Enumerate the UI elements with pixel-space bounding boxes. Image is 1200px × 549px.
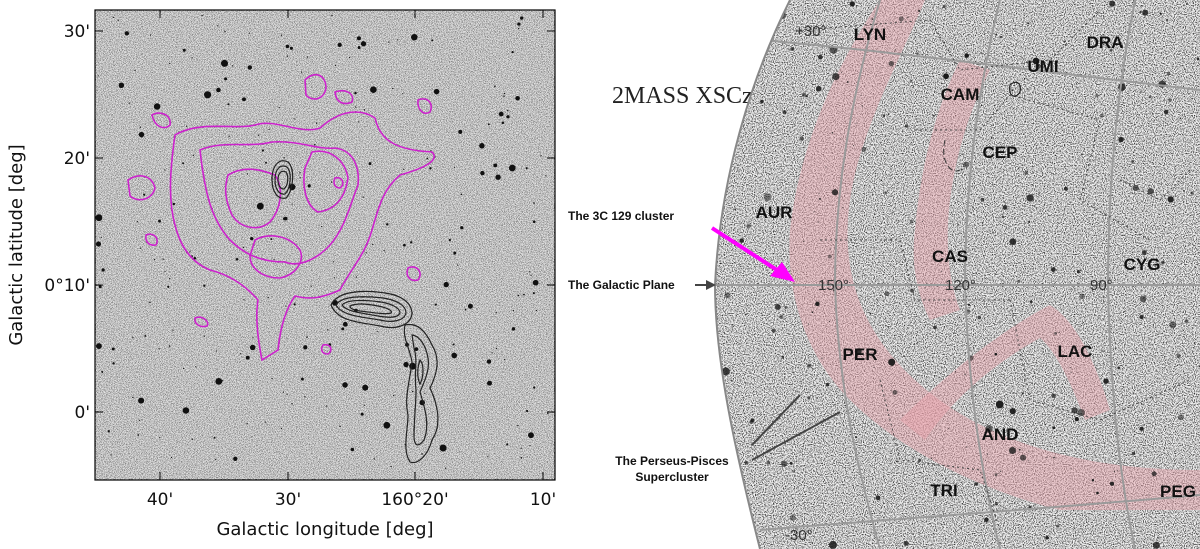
constellation-label: AUR: [756, 203, 793, 222]
coordinate-grid: [715, 0, 1200, 549]
grid-label-90: 90°: [1090, 277, 1113, 294]
2mass-sky-map-panel: 2MASS XSCz LYN DRA: [568, 0, 1200, 549]
cluster-annotation: The 3C 129 cluster: [568, 209, 674, 223]
constellation-label: DRA: [1087, 33, 1124, 52]
supercluster-arrow-2: [751, 411, 841, 461]
y-tick-label: 30': [64, 22, 90, 42]
black-contours: [271, 160, 439, 464]
y-tick-label: 20': [64, 149, 90, 169]
y-axis-label: Galactic latitude [deg]: [6, 144, 27, 345]
constellation-label: CYG: [1124, 255, 1161, 274]
supercluster-annotation-line1: The Perseus-Pisces: [615, 454, 729, 468]
constellation-label: LAC: [1058, 342, 1093, 361]
grid-label-minus30: -30°: [785, 527, 813, 544]
plane-arrow-head: [706, 280, 716, 290]
constellation-label: UMI: [1027, 57, 1058, 76]
constellation-label: TRI: [930, 481, 957, 500]
constellation-label: LYN: [854, 25, 886, 44]
radio-optical-overlay-panel: 40' 30' 160°20' 10' 30' 20' 0°10' 0' Gal…: [6, 9, 556, 540]
star-field: [95, 14, 549, 469]
optical-background-noise: [95, 10, 555, 480]
supercluster-annotation-line2: Supercluster: [635, 470, 709, 484]
constellation-label: CAS: [932, 247, 968, 266]
y-tick-label: 0': [75, 403, 91, 423]
x-tick-label: 30': [275, 490, 301, 510]
constellation-boundaries: [799, 9, 1191, 531]
y-tick-label: 0°10': [44, 276, 90, 296]
supercluster-band-middle: [913, 60, 990, 320]
grid-label-150: 150°: [818, 277, 849, 294]
supercluster-band-left: [789, 0, 1200, 510]
cluster-arrow-head: [770, 262, 795, 282]
constellation-label: AND: [982, 425, 1019, 444]
supercluster-band-right: [900, 305, 1110, 440]
map-title: 2MASS XSCz: [612, 83, 753, 109]
galaxy-field: [715, 0, 1200, 549]
supercluster-arrow-1: [751, 394, 801, 446]
left-axis-ticks: [95, 10, 555, 480]
purple-contours: [127, 73, 435, 362]
umi-star-outline: [1009, 81, 1021, 97]
constellation-label: CEP: [983, 143, 1018, 162]
x-axis-label: Galactic longitude [deg]: [216, 519, 433, 540]
grid-label-plus30: +30°: [795, 23, 826, 40]
constellation-label: PER: [843, 345, 878, 364]
cep-boundary-arc: [943, 139, 961, 172]
x-tick-label: 40': [147, 490, 173, 510]
x-tick-label: 160°20': [381, 490, 448, 510]
plane-annotation: The Galactic Plane: [568, 278, 675, 292]
constellation-label: CAM: [941, 85, 980, 104]
cluster-arrow: [710, 226, 782, 274]
x-tick-label: 10': [530, 490, 556, 510]
constellation-label: PEG: [1160, 482, 1196, 501]
sky-map-area: [715, 0, 1200, 549]
grid-label-120: 120°: [945, 277, 976, 294]
